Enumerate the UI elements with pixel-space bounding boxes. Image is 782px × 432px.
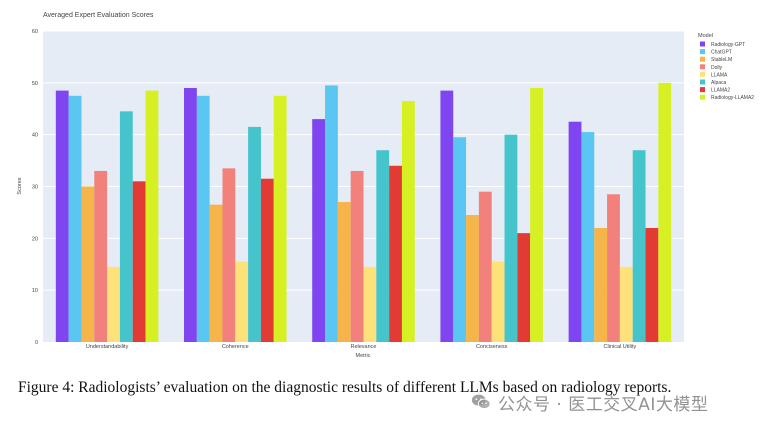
bars (55, 82, 672, 343)
legend-swatch (700, 79, 705, 85)
y-axis-label: Scores (17, 177, 23, 194)
legend-swatch (700, 64, 705, 70)
bar (376, 150, 390, 342)
bar (273, 95, 287, 343)
x-tick-label: Coherence (222, 344, 249, 350)
legend: Model Radiology-GPTChatGPTStableLMDollyL… (698, 33, 754, 101)
bar (350, 170, 364, 342)
legend-swatch (700, 71, 705, 77)
legend-title: Model (698, 33, 713, 39)
x-tick-label: Clinical Utility (604, 344, 637, 350)
bar (81, 186, 95, 342)
bar (119, 111, 133, 342)
x-tick-label: Understandability (86, 344, 129, 350)
bar (645, 227, 659, 342)
legend-entry: Radiology-GPT (711, 42, 745, 48)
x-tick-label: Relevance (351, 344, 377, 350)
bar (68, 95, 82, 343)
bar (248, 126, 261, 343)
bar (530, 88, 543, 343)
y-tick-label: 0 (35, 340, 38, 346)
watermark: 公众号 · 医工交叉AI大模型 (470, 390, 709, 415)
bar (466, 215, 479, 342)
figure-caption: Figure 4: Radiologists’ evaluation on th… (18, 379, 672, 396)
legend-entry: Radiology-LLAMA2 (711, 95, 754, 101)
x-axis-label: Metric (356, 353, 371, 359)
legend-swatch (700, 56, 705, 62)
bar (94, 170, 108, 342)
bar (235, 261, 249, 342)
legend-entry: Dolly (711, 65, 723, 71)
legend-swatch (700, 87, 705, 93)
bar (517, 233, 531, 342)
bar-chart: 0 10 20 30 40 50 60 Understandability Coherence… (17, 29, 754, 359)
bar (607, 194, 620, 342)
bar (363, 266, 377, 342)
bar (632, 150, 646, 342)
bar (389, 165, 402, 342)
bar (132, 181, 146, 342)
watermark-text: 公众号 · 医工交叉AI大模型 (498, 394, 709, 415)
legend-entry: LLAMA2 (711, 88, 730, 94)
y-tick-label: 30 (32, 185, 38, 191)
bar (145, 90, 159, 342)
chart-title: Averaged Expert Evaluation Scores (43, 12, 154, 19)
y-tick-label: 40 (32, 133, 38, 139)
legend-entry: Alpaca (711, 80, 727, 86)
bar (568, 121, 582, 342)
bar (107, 266, 120, 342)
legend-swatch (700, 41, 705, 47)
bar (658, 82, 672, 342)
bar (196, 95, 210, 343)
legend-swatch (700, 49, 705, 55)
bar (325, 85, 338, 343)
y-tick-label: 60 (32, 29, 38, 35)
bar (337, 202, 351, 342)
bar (55, 90, 69, 342)
bar (440, 90, 454, 342)
bar (453, 137, 467, 342)
wechat-icon (471, 394, 491, 410)
bar (619, 266, 633, 342)
bar (184, 88, 197, 343)
bar (581, 132, 595, 342)
legend-entry: StableLM (711, 57, 732, 63)
bar (401, 100, 415, 342)
bar (491, 261, 505, 342)
bar (260, 178, 274, 342)
y-tick-labels: 0 10 20 30 40 50 60 (32, 29, 38, 346)
legend-entry: LLAMA (711, 72, 728, 78)
x-tick-label: Conciseness (476, 344, 508, 350)
bar (504, 134, 518, 342)
bar (222, 168, 236, 342)
y-tick-label: 10 (32, 288, 38, 294)
bar (209, 204, 223, 342)
legend-swatch (700, 94, 705, 100)
y-tick-label: 20 (32, 236, 38, 242)
x-tick-labels: Understandability Coherence Relevance Conci… (86, 344, 637, 350)
legend-entry: ChatGPT (711, 50, 732, 56)
y-tick-label: 50 (32, 81, 38, 87)
bar (594, 227, 608, 342)
bar (478, 191, 492, 342)
bar (312, 119, 326, 342)
